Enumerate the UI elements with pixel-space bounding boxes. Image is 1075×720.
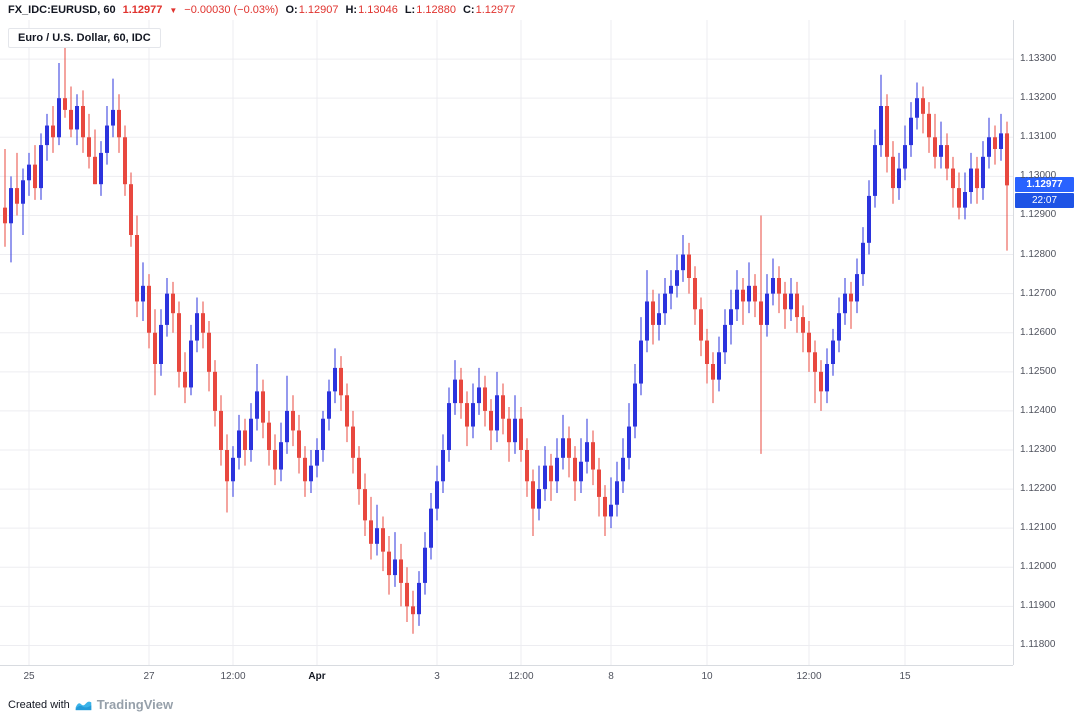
chart-pane[interactable]: Euro / U.S. Dollar, 60, IDC bbox=[0, 20, 1013, 665]
price-axis-label: 1.11800 bbox=[1020, 639, 1056, 651]
symbol-title[interactable]: FX_IDC:EURUSD, 60 bbox=[8, 4, 116, 16]
price-axis-label: 1.13300 bbox=[1020, 53, 1057, 65]
close-value: C: 1.12977 bbox=[462, 4, 516, 16]
time-axis-label: 10 bbox=[701, 671, 713, 682]
time-axis-label: 12:00 bbox=[508, 671, 534, 682]
open-value: O: 1.12907 bbox=[285, 4, 339, 16]
price-axis-label: 1.13000 bbox=[1020, 170, 1057, 182]
last-price-value: 1.12977 bbox=[122, 4, 163, 16]
price-axis-label: 1.12600 bbox=[1020, 326, 1057, 338]
price-axis-label: 1.13200 bbox=[1020, 92, 1057, 104]
last-price-badge: 1.12977 bbox=[1015, 177, 1074, 193]
price-axis-label: 1.12400 bbox=[1020, 404, 1057, 416]
bar-countdown-badge: 22:07 bbox=[1015, 193, 1074, 209]
price-axis-label: 1.12900 bbox=[1020, 209, 1057, 221]
price-axis-label: 1.12800 bbox=[1020, 248, 1057, 260]
high-value: H: 1.13046 bbox=[345, 4, 398, 16]
time-axis-label: 3 bbox=[434, 671, 440, 682]
attribution-footer: Created with TradingView bbox=[0, 689, 1075, 720]
price-axis-label: 1.12000 bbox=[1020, 561, 1057, 573]
price-axis-label: 1.13100 bbox=[1020, 131, 1057, 143]
tradingview-logo-icon bbox=[75, 697, 92, 712]
time-axis-label: 12:00 bbox=[220, 671, 246, 682]
time-axis-label: 12:00 bbox=[796, 671, 822, 682]
time-axis-label: 8 bbox=[608, 671, 614, 682]
chart-legend[interactable]: Euro / U.S. Dollar, 60, IDC bbox=[8, 28, 161, 48]
price-axis-label: 1.11900 bbox=[1020, 600, 1056, 612]
price-axis-label: 1.12700 bbox=[1020, 287, 1057, 299]
time-axis[interactable]: 25 27 12:00 Apr 3 12:00 8 10 12:00 15 bbox=[0, 665, 1013, 689]
time-axis-label: 15 bbox=[899, 671, 911, 682]
symbol-status-bar: FX_IDC:EURUSD, 60 1.12977 ▼ −0.00030 (−0… bbox=[0, 0, 1075, 20]
tradingview-brand-link[interactable]: TradingView bbox=[96, 697, 174, 712]
time-axis-label: 25 bbox=[23, 671, 35, 682]
price-axis-label: 1.12200 bbox=[1020, 483, 1057, 495]
price-change: −0.00030 (−0.03%) bbox=[184, 4, 279, 16]
price-axis-label: 1.12100 bbox=[1020, 522, 1057, 534]
low-value: L: 1.12880 bbox=[404, 4, 456, 16]
time-axis-label: 27 bbox=[143, 671, 155, 682]
time-axis-label: Apr bbox=[308, 671, 326, 682]
down-triangle-icon: ▼ bbox=[169, 5, 178, 15]
price-axis[interactable]: 1.12977 22:07 1.13300 1.13200 1.13100 1.130… bbox=[1013, 20, 1075, 665]
created-with-text: Created with bbox=[8, 698, 70, 711]
candlestick-chart[interactable] bbox=[0, 20, 1013, 665]
price-axis-label: 1.12500 bbox=[1020, 365, 1057, 377]
price-axis-label: 1.12300 bbox=[1020, 444, 1057, 455]
